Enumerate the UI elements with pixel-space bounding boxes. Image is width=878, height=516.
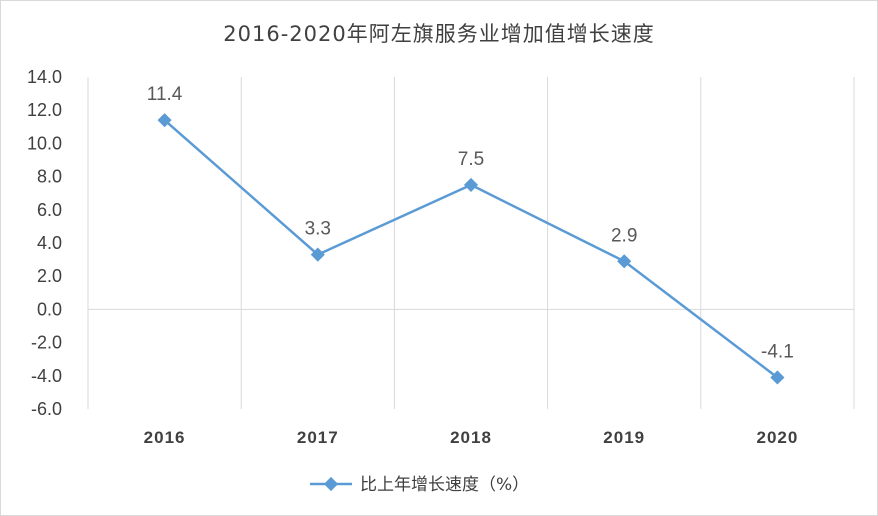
data-point-marker	[617, 254, 632, 269]
data-label: 3.3	[305, 219, 331, 240]
y-tick-label: 14.0	[27, 67, 62, 87]
x-tick-label: 2018	[450, 428, 492, 447]
x-tick-label: 2019	[603, 428, 645, 447]
chart-title: 2016-2020年阿左旗服务业增加值增长速度	[223, 22, 655, 46]
y-tick-label: 8.0	[37, 167, 62, 187]
y-tick-label: -4.0	[31, 366, 62, 386]
x-tick-label: 2017	[297, 428, 339, 447]
data-point-marker	[463, 177, 479, 192]
legend: 比上年增长速度（%）	[310, 475, 529, 495]
x-tick-label: 2016	[144, 428, 186, 447]
data-label: -4.1	[761, 341, 794, 362]
y-tick-label: 12.0	[27, 100, 62, 120]
y-tick-label: 6.0	[37, 200, 62, 220]
data-label: 7.5	[458, 149, 484, 170]
y-axis-ticks: 14.0 12.0 10.0 8.0 6.0 4.0 2.0 0.0 -2.0 -4.0 -6.0	[27, 67, 62, 419]
data-point-marker	[770, 370, 785, 385]
data-labels: 11.4 3.3 7.5 2.9 -4.1	[147, 84, 794, 362]
y-tick-label: 0.0	[37, 299, 62, 319]
legend-marker	[323, 476, 339, 492]
data-point-marker	[310, 247, 325, 262]
grid-lines	[87, 77, 855, 409]
data-label: 11.4	[147, 84, 183, 105]
x-axis-ticks: 2016 2017 2018 2019 2020	[144, 428, 798, 447]
y-tick-label: -6.0	[31, 399, 62, 419]
legend-label: 比上年增长速度（%）	[360, 475, 529, 495]
data-label: 2.9	[611, 225, 637, 246]
y-tick-label: 10.0	[27, 133, 62, 153]
y-tick-label: 2.0	[37, 266, 62, 286]
y-tick-label: 4.0	[37, 233, 62, 253]
x-tick-label: 2020	[756, 428, 798, 447]
y-tick-label: -2.0	[31, 333, 62, 353]
